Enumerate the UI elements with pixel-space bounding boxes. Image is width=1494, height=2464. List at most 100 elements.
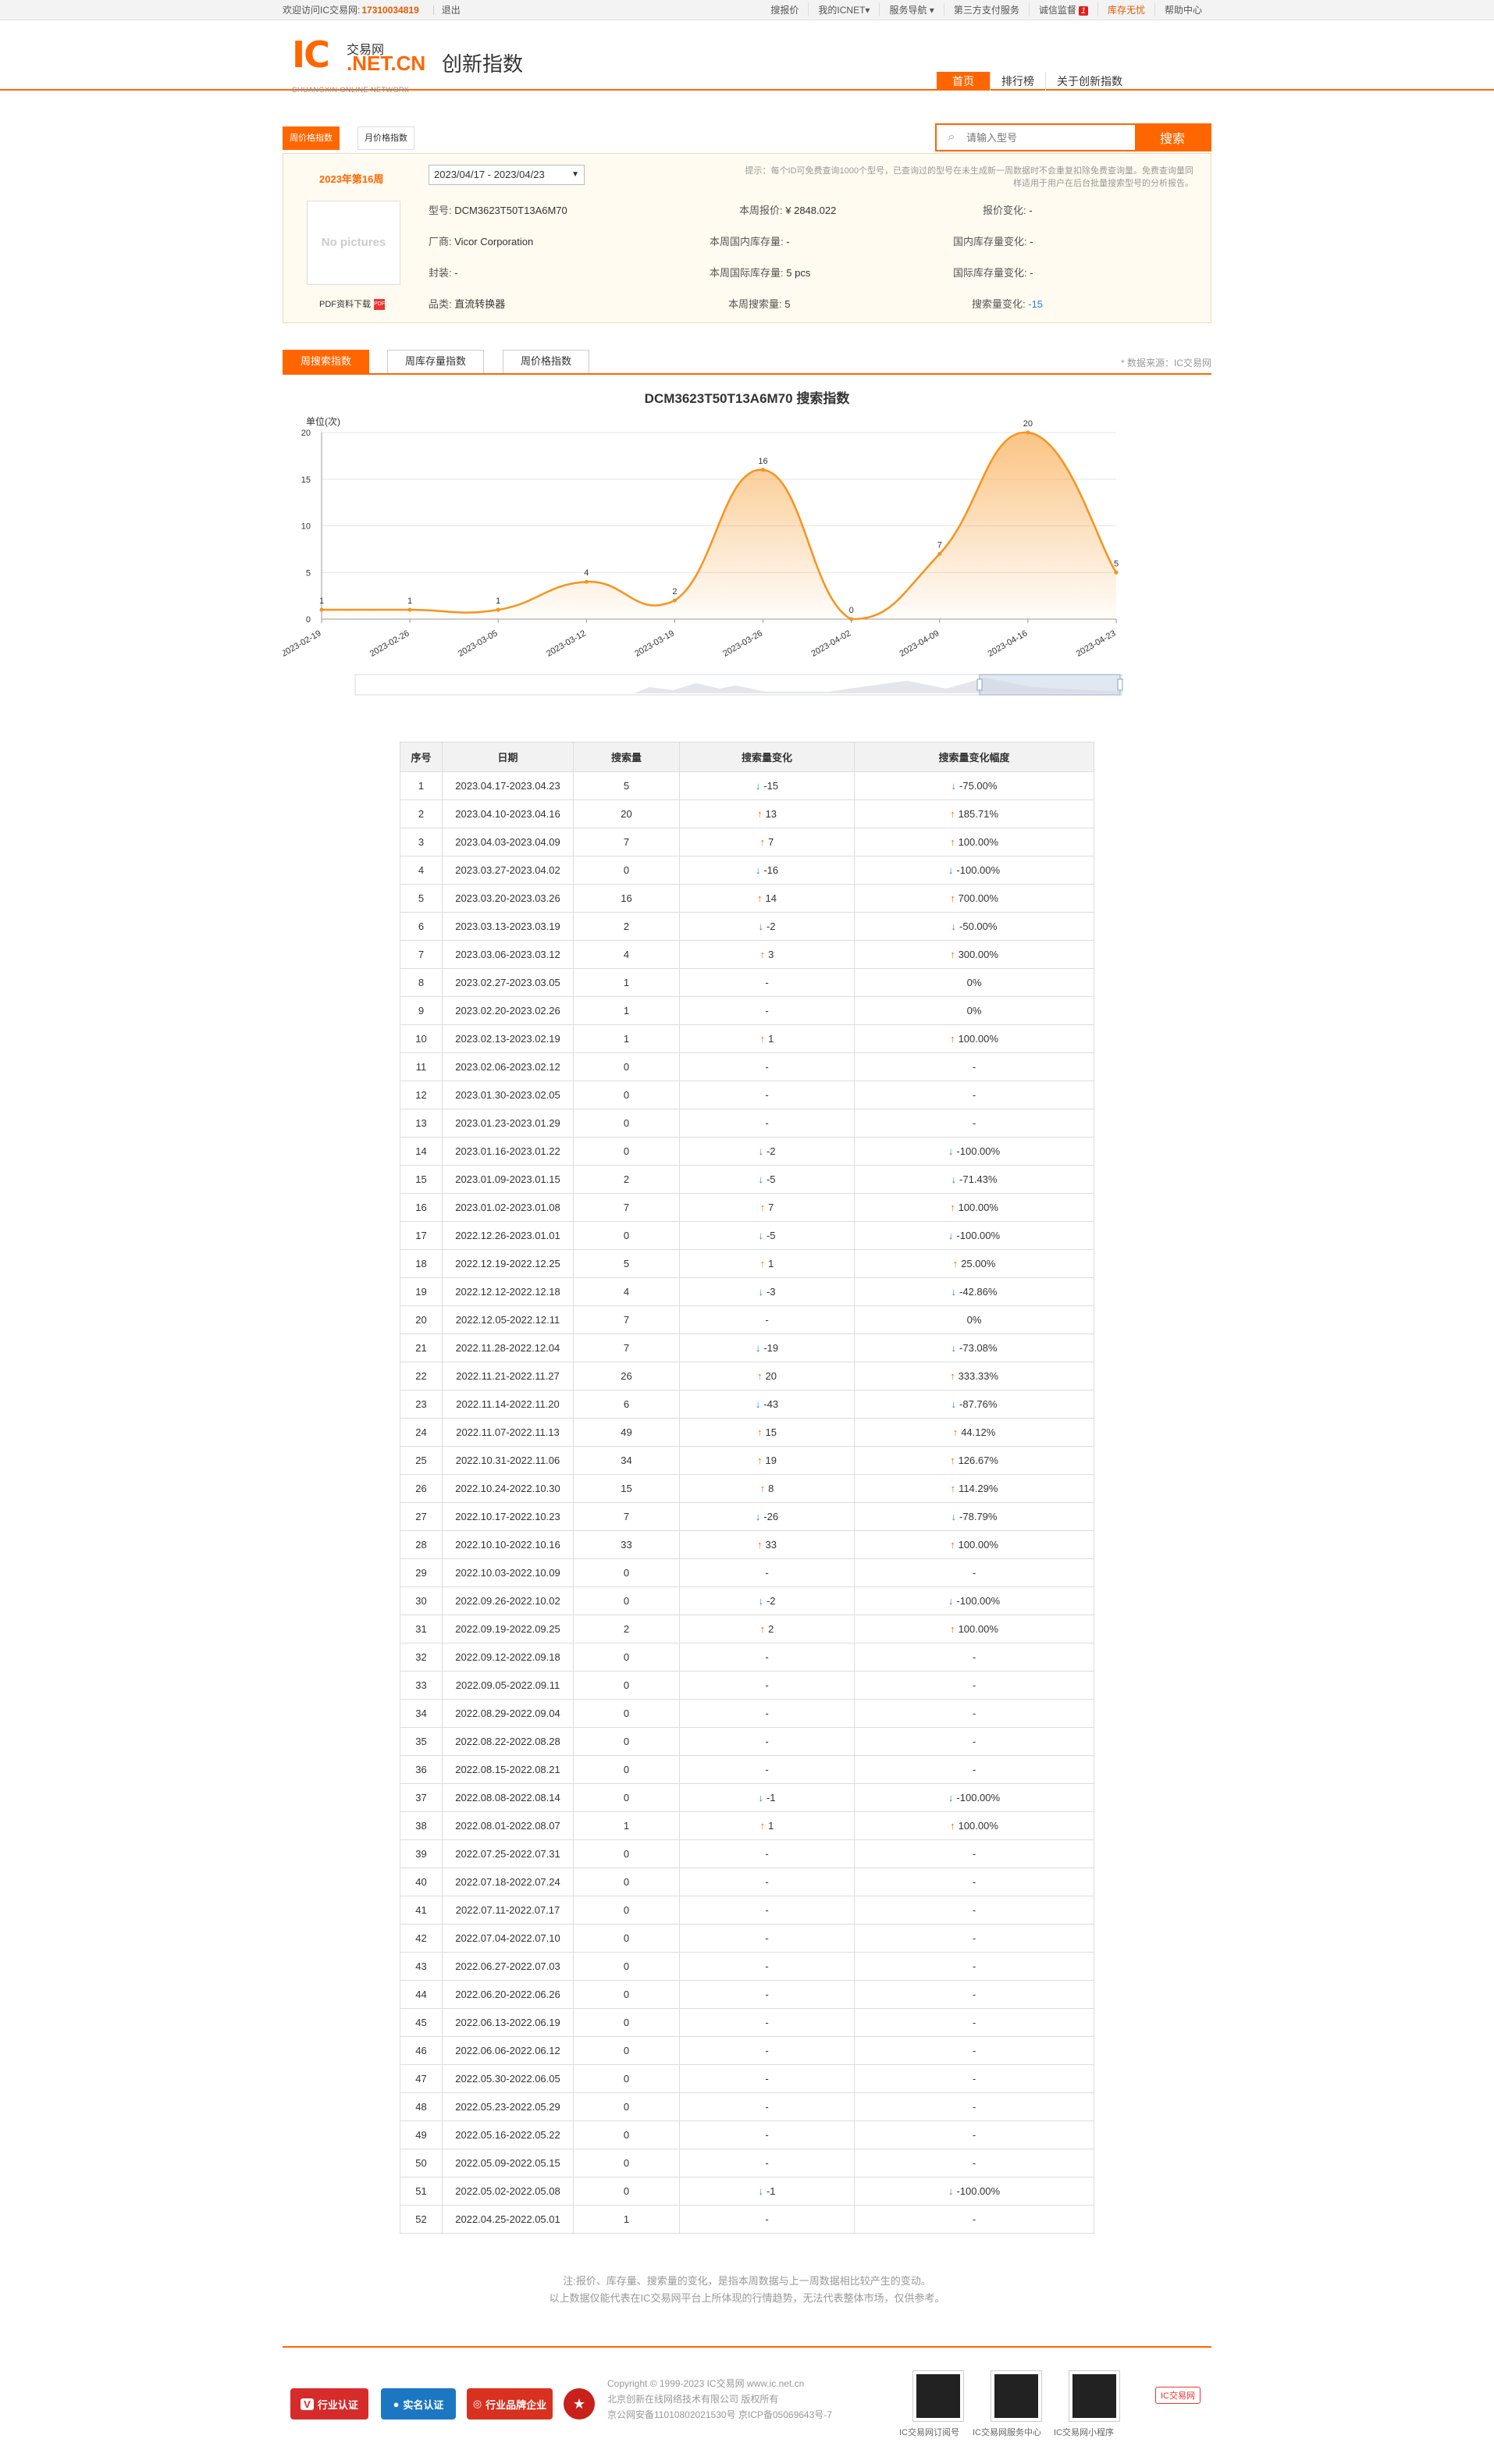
cert-industry[interactable]: V 行业认证 — [290, 2388, 368, 2419]
top-link-quote[interactable]: 搜报价 — [770, 5, 799, 16]
cell-change-rate: ↑ 100.00% — [854, 1615, 1094, 1643]
cell-search-count: 0 — [573, 1137, 680, 1166]
tab-monthly-price[interactable]: 月价格指数 — [357, 126, 414, 150]
data-point — [496, 607, 500, 612]
cell-search-count: 33 — [573, 1530, 680, 1559]
cell-index: 25 — [400, 1446, 443, 1475]
col-change-rate: 搜索量变化幅度 — [854, 742, 1094, 772]
cell-search-count: 1 — [573, 1024, 680, 1053]
cell-date: 2023.04.17-2023.04.23 — [442, 771, 574, 800]
cell-change-rate: ↑ 44.12% — [854, 1418, 1094, 1447]
search-button[interactable]: 搜索 — [1135, 125, 1210, 150]
table-row: 22 2022.11.21-2022.11.27 26 ↑ 20 ↑ 333.33% — [400, 1362, 1094, 1390]
cell-date: 2022.12.19-2022.12.25 — [442, 1249, 574, 1278]
cell-date: 2022.09.26-2022.10.02 — [442, 1586, 574, 1615]
arrow-up-icon: ↑ — [759, 836, 766, 848]
arrow-down-icon: ↓ — [951, 920, 957, 932]
data-point — [672, 598, 677, 603]
cell-index: 7 — [400, 940, 443, 969]
cell-date: 2022.12.12-2022.12.18 — [442, 1277, 574, 1306]
tab-price-index[interactable]: 周价格指数 — [503, 350, 590, 373]
cell-search-change: ↓ -43 — [679, 1390, 855, 1419]
cell-search-count: 1 — [573, 996, 680, 1025]
cell-date: 2023.03.20-2023.03.26 — [442, 884, 574, 913]
arrow-up-icon: ↑ — [759, 1258, 766, 1269]
top-link-help[interactable]: 帮助中心 — [1154, 3, 1211, 16]
nav-about[interactable]: 关于创新指数 — [1045, 72, 1133, 91]
cell-search-change: - — [679, 1755, 855, 1784]
data-label: 5 — [1114, 559, 1119, 568]
nav-home[interactable]: 首页 — [937, 72, 990, 91]
top-link-integrity[interactable]: 诚信监督 1 — [1028, 3, 1097, 16]
cell-search-change: ↑ 1 — [679, 1811, 855, 1840]
nav-ranking[interactable]: 排行榜 — [990, 72, 1045, 91]
cell-date: 2022.07.25-2022.07.31 — [442, 1839, 574, 1868]
cell-search-change: - — [679, 1699, 855, 1728]
x-tick-label: 2023-04-09 — [898, 628, 941, 659]
cell-date: 2022.11.21-2022.11.27 — [442, 1362, 574, 1390]
chart-line — [322, 431, 1118, 621]
pdf-download-link[interactable]: PDF资料下载 PDF — [319, 299, 385, 311]
field-domestic-change: 国内库存量变化: - — [953, 236, 1033, 247]
cell-search-count: 7 — [573, 828, 680, 856]
cell-search-count: 6 — [573, 1390, 680, 1419]
cell-change-rate: ↑ 100.00% — [854, 1193, 1094, 1222]
cell-search-count: 0 — [573, 1896, 680, 1925]
cell-date: 2022.09.05-2022.09.11 — [442, 1671, 574, 1700]
table-row: 42 2022.07.04-2022.07.10 0- - — [400, 1924, 1094, 1953]
police-badge-icon[interactable]: ★ — [564, 2388, 595, 2419]
zoom-handle-left[interactable] — [976, 678, 983, 691]
cell-index: 39 — [400, 1839, 443, 1868]
cell-index: 8 — [400, 968, 443, 997]
zoom-handle-right[interactable] — [1117, 678, 1123, 691]
cell-search-change: - — [679, 2092, 855, 2121]
cell-change-rate: - — [854, 1755, 1094, 1784]
user-phone[interactable]: 17310034819 — [361, 4, 419, 16]
cell-change-rate: ↓ -100.00% — [854, 1137, 1094, 1166]
cell-search-change: ↑ 3 — [679, 940, 855, 969]
cell-date: 2022.11.28-2022.12.04 — [442, 1333, 574, 1362]
search-box: ⌕ 搜索 — [935, 123, 1211, 151]
cell-search-change: ↓ -19 — [679, 1333, 855, 1362]
tab-search-index[interactable]: 周搜索指数 — [283, 350, 370, 373]
cell-search-change: - — [679, 1896, 855, 1925]
cell-search-change: ↑ 15 — [679, 1418, 855, 1447]
chart-zoom-window[interactable] — [979, 674, 1121, 696]
weibo-link[interactable]: IC交易网 — [1155, 2387, 1201, 2404]
cert-brand[interactable]: ◎ 行业品牌企业 — [467, 2388, 553, 2419]
table-row: 47 2022.05.30-2022.06.05 0- - — [400, 2064, 1094, 2093]
cell-search-count: 5 — [573, 771, 680, 800]
top-link-my-icnet[interactable]: 我的ICNET▾ — [808, 3, 879, 16]
top-link-service-nav[interactable]: 服务导航 ▾ — [879, 3, 943, 16]
cell-search-change: - — [679, 1868, 855, 1896]
table-row: 34 2022.08.29-2022.09.04 0- - — [400, 1699, 1094, 1728]
arrow-up-icon: ↑ — [759, 1623, 766, 1635]
sub-bar: 周价格指数 月价格指数 ⌕ 搜索 — [283, 108, 1211, 151]
site-logo[interactable]: IC 交易网 .NET.CN CHUANGXIN ONLINE NETWORK — [292, 34, 426, 94]
v-badge-icon: V — [301, 2398, 314, 2410]
x-tick-label: 2023-03-19 — [633, 628, 676, 659]
data-label: 1 — [496, 596, 500, 606]
tab-weekly-price[interactable]: 周价格指数 — [283, 126, 340, 150]
cell-search-count: 0 — [573, 1052, 680, 1081]
cell-search-count: 7 — [573, 1502, 680, 1531]
cell-search-count: 0 — [573, 1109, 680, 1138]
cell-date: 2023.04.10-2023.04.16 — [442, 799, 574, 828]
search-input[interactable] — [966, 125, 1135, 150]
cell-index: 37 — [400, 1783, 443, 1812]
query-tip: 提示：每个ID可免费查询1000个型号，已查询过的型号在未生成新一周数据时不会重… — [745, 166, 1193, 188]
col-search-change: 搜索量变化 — [679, 742, 855, 772]
cell-date: 2022.10.17-2022.10.23 — [442, 1502, 574, 1531]
top-link-payment[interactable]: 第三方支付服务 — [943, 3, 1029, 16]
cell-change-rate: - — [854, 1052, 1094, 1081]
logout-link[interactable]: 退出 — [441, 5, 461, 16]
cell-search-change: ↑ 7 — [679, 828, 855, 856]
cert-realname[interactable]: ● 实名认证 — [381, 2388, 456, 2419]
table-row: 2 2023.04.10-2023.04.16 20 ↑ 13 ↑ 185.71% — [400, 799, 1094, 828]
arrow-down-icon: ↓ — [755, 1511, 761, 1522]
cell-index: 47 — [400, 2064, 443, 2093]
tab-stock-index[interactable]: 周库存量指数 — [387, 350, 485, 373]
top-link-stock[interactable]: 库存无忧 — [1097, 3, 1154, 16]
cell-search-change: - — [679, 2064, 855, 2093]
week-select[interactable]: 2023/04/17 - 2023/04/23 ▼ — [429, 165, 585, 185]
